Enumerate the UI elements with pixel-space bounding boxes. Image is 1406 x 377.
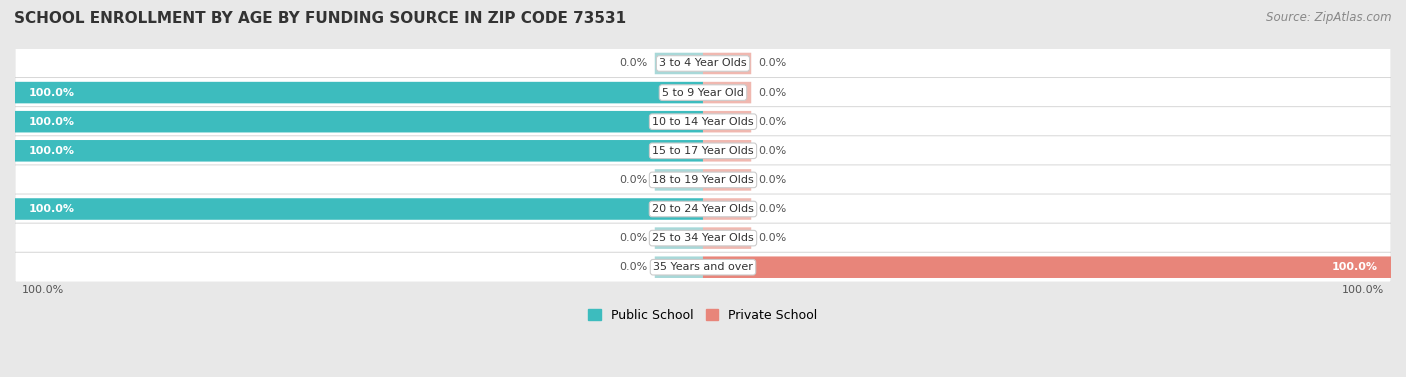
FancyBboxPatch shape	[703, 169, 751, 191]
FancyBboxPatch shape	[655, 53, 703, 74]
Text: 0.0%: 0.0%	[758, 58, 786, 69]
Legend: Public School, Private School: Public School, Private School	[583, 304, 823, 327]
FancyBboxPatch shape	[655, 227, 703, 249]
Text: 0.0%: 0.0%	[620, 175, 648, 185]
Text: 20 to 24 Year Olds: 20 to 24 Year Olds	[652, 204, 754, 214]
FancyBboxPatch shape	[15, 165, 1391, 195]
Text: 0.0%: 0.0%	[620, 58, 648, 69]
FancyBboxPatch shape	[703, 82, 751, 103]
Text: 100.0%: 100.0%	[1331, 262, 1378, 272]
FancyBboxPatch shape	[703, 227, 751, 249]
Text: 0.0%: 0.0%	[758, 175, 786, 185]
FancyBboxPatch shape	[15, 49, 1391, 78]
FancyBboxPatch shape	[703, 53, 751, 74]
Text: 10 to 14 Year Olds: 10 to 14 Year Olds	[652, 117, 754, 127]
Text: 15 to 17 Year Olds: 15 to 17 Year Olds	[652, 146, 754, 156]
Text: Source: ZipAtlas.com: Source: ZipAtlas.com	[1267, 11, 1392, 24]
FancyBboxPatch shape	[15, 198, 703, 220]
Text: 100.0%: 100.0%	[28, 204, 75, 214]
FancyBboxPatch shape	[703, 140, 751, 162]
FancyBboxPatch shape	[703, 198, 751, 220]
Text: 0.0%: 0.0%	[620, 262, 648, 272]
FancyBboxPatch shape	[15, 140, 703, 162]
Text: 25 to 34 Year Olds: 25 to 34 Year Olds	[652, 233, 754, 243]
Text: 5 to 9 Year Old: 5 to 9 Year Old	[662, 87, 744, 98]
Text: 0.0%: 0.0%	[758, 204, 786, 214]
FancyBboxPatch shape	[15, 223, 1391, 253]
FancyBboxPatch shape	[15, 194, 1391, 224]
Text: 0.0%: 0.0%	[758, 87, 786, 98]
FancyBboxPatch shape	[655, 169, 703, 191]
FancyBboxPatch shape	[15, 111, 703, 132]
Text: 100.0%: 100.0%	[22, 285, 65, 295]
FancyBboxPatch shape	[15, 78, 1391, 107]
Text: 0.0%: 0.0%	[758, 146, 786, 156]
FancyBboxPatch shape	[15, 136, 1391, 166]
FancyBboxPatch shape	[15, 252, 1391, 282]
FancyBboxPatch shape	[703, 256, 1391, 278]
Text: 100.0%: 100.0%	[28, 87, 75, 98]
FancyBboxPatch shape	[655, 256, 703, 278]
Text: 18 to 19 Year Olds: 18 to 19 Year Olds	[652, 175, 754, 185]
Text: 0.0%: 0.0%	[620, 233, 648, 243]
FancyBboxPatch shape	[703, 111, 751, 132]
Text: 100.0%: 100.0%	[28, 117, 75, 127]
Text: 0.0%: 0.0%	[758, 233, 786, 243]
FancyBboxPatch shape	[15, 82, 703, 103]
Text: 3 to 4 Year Olds: 3 to 4 Year Olds	[659, 58, 747, 69]
Text: SCHOOL ENROLLMENT BY AGE BY FUNDING SOURCE IN ZIP CODE 73531: SCHOOL ENROLLMENT BY AGE BY FUNDING SOUR…	[14, 11, 626, 26]
Text: 35 Years and over: 35 Years and over	[652, 262, 754, 272]
Text: 0.0%: 0.0%	[758, 117, 786, 127]
Text: 100.0%: 100.0%	[28, 146, 75, 156]
Text: 100.0%: 100.0%	[1341, 285, 1384, 295]
FancyBboxPatch shape	[15, 107, 1391, 137]
